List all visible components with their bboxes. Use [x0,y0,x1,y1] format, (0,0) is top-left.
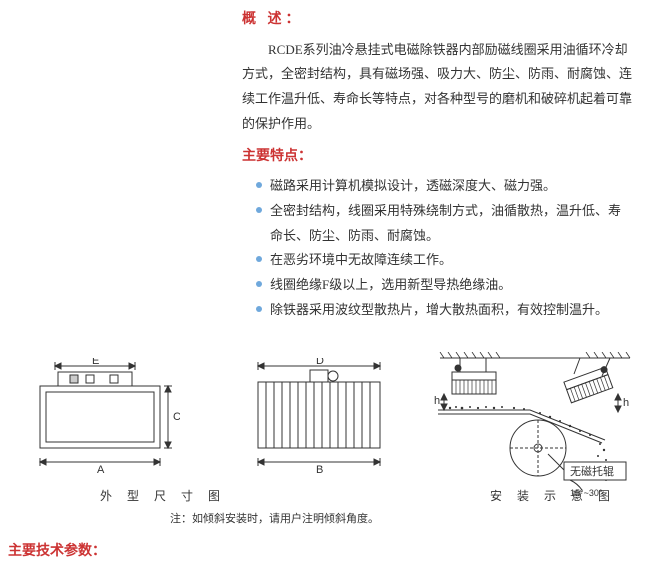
overview-title: 概 述： [242,8,632,32]
feature-item: 线圈绝缘F级以上，选用新型导热绝缘油。 [256,273,632,298]
install-note: 注：如倾斜安装时，请用户注明倾斜角度。 [170,510,379,529]
dim-d-label: D [316,358,324,367]
params-title: 主要技术参数： [8,540,106,564]
feature-item: 全密封结构，线圈采用特殊绕制方式，油循散热，温升低、寿命长、防尘、防雨、耐腐蚀。 [256,199,632,248]
front-view-diagram: E C A [20,358,180,485]
h-label-left: h [434,395,440,407]
diagrams-area: E C A [0,358,645,538]
features-title: 主要特点： [242,145,632,169]
roller-label: 无磁托辊 [570,464,614,478]
feature-item: 磁路采用计算机模拟设计，透磁深度大、磁力强。 [256,174,632,199]
left-diagram-label: 外 型 尺 寸 图 [100,486,226,506]
dim-a-label: A [97,464,105,476]
features-list: 磁路采用计算机模拟设计，透磁深度大、磁力强。 全密封结构，线圈采用特殊绕制方式，… [242,174,632,322]
right-diagram-label: 安 装 示 意 图 [490,486,616,506]
dim-b-label: B [316,464,323,476]
h-label-right: h [623,397,629,409]
dim-c-label: C [173,411,180,423]
feature-item: 除铁器采用波纹型散热片，增大散热面积，有效控制温升。 [256,298,632,323]
overview-text: RCDE系列油冷悬挂式电磁除铁器内部励磁线圈采用油循环冷却方式，全密封结构，具有… [242,38,632,137]
feature-item: 在恶劣环境中无故障连续工作。 [256,248,632,273]
side-view-diagram: D B [230,358,410,485]
dim-e-label: E [92,358,99,367]
